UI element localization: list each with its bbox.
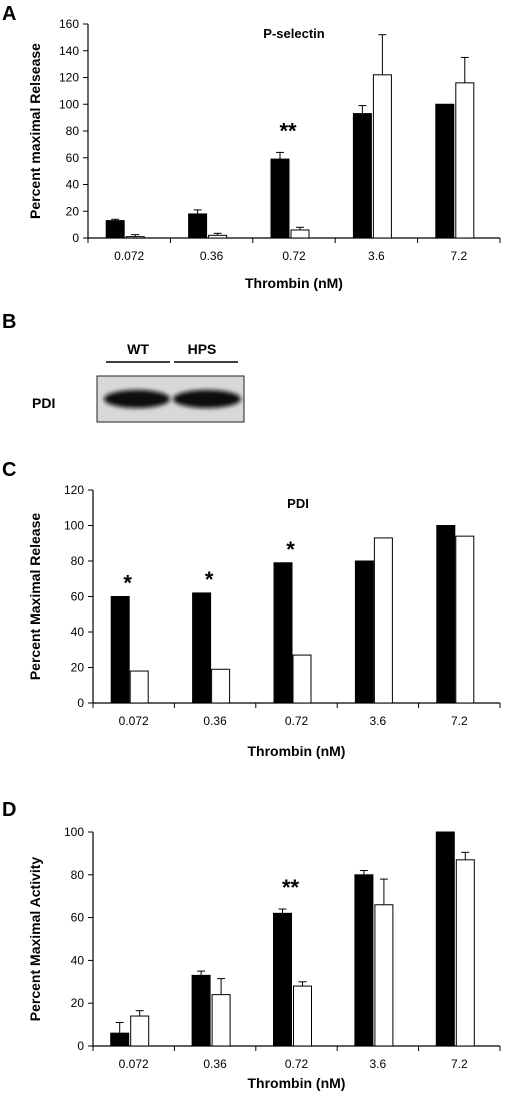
bar-white-3.6: [373, 537, 393, 704]
y-tick-label: 60: [66, 151, 80, 165]
significance-marker: *: [123, 571, 132, 596]
bar-black-0.36: [188, 213, 208, 239]
x-axis-title: Thrombin (nM): [248, 743, 346, 759]
blot-lane-label-wt: WT: [127, 341, 149, 357]
chart-annotation: P-selectin: [263, 26, 324, 41]
y-axis-title: Percent Maximal Release: [27, 513, 43, 681]
y-tick-label: 60: [71, 911, 85, 925]
bar-white-7.2: [455, 859, 475, 1047]
bar-black-0.72: [273, 562, 293, 704]
significance-marker: *: [205, 567, 214, 592]
chart-panel-c: 0 20 40 60 80 100 120 0.072 0.36 0.72 3.6 7.2 * * * PDI…: [27, 483, 501, 759]
significance-marker: **: [279, 118, 297, 143]
chart-panel-a: 0 20 40 60 80 100 120 140 160 0.072 0.36 0.72 3.6 7.2…: [27, 17, 501, 291]
y-axis-title: Percent maximal Relsease: [27, 43, 43, 219]
y-tick-label: 120: [59, 71, 79, 85]
significance-marker: *: [286, 537, 295, 562]
bar-black-0.72: [273, 912, 292, 1047]
y-tick-label: 0: [77, 1039, 84, 1053]
x-tick-label: 0.36: [203, 1057, 227, 1071]
western-blot-panel: WT HPS PDI: [32, 341, 245, 423]
y-tick-label: 40: [66, 178, 80, 192]
chart-annotation: PDI: [287, 496, 309, 511]
bar-black-7.2: [435, 831, 455, 1047]
y-tick-label: 100: [59, 97, 79, 111]
x-tick-label: 3.6: [370, 1057, 387, 1071]
y-tick-label: 60: [71, 590, 85, 604]
y-tick-label: 80: [71, 868, 85, 882]
bar-white-0.36: [211, 668, 231, 704]
bar-white-0.72: [290, 229, 310, 239]
x-tick-label: 7.2: [451, 1057, 468, 1071]
bar-black-0.72: [270, 158, 290, 239]
x-tick-label: 3.6: [370, 714, 387, 728]
panel-a-letter: A: [2, 3, 16, 25]
y-tick-label: 20: [71, 661, 85, 675]
bar-white-0.072: [130, 1015, 150, 1047]
bar-charts: 0 20 40 60 80 100 120 140 160 0.072 0.36 0.72 3.6 7.2…: [27, 17, 501, 1091]
bar-white-7.2: [455, 535, 475, 704]
x-tick-label: 0.072: [114, 249, 144, 263]
bar-white-0.36: [208, 234, 228, 239]
blot-protein-label: PDI: [32, 395, 55, 411]
x-tick-label: 0.072: [119, 1057, 149, 1071]
y-tick-label: 20: [71, 996, 85, 1010]
bar-white-0.36: [211, 994, 231, 1047]
chart-panel-d: 0 20 40 60 80 100 0.072 0.36 0.72 3.6 7.2 ** Thrombi…: [27, 825, 501, 1091]
bar-white-7.2: [455, 82, 475, 239]
panel-c-letter: C: [2, 459, 16, 481]
y-tick-label: 40: [71, 953, 85, 967]
x-tick-label: 0.36: [203, 714, 227, 728]
bar-black-0.072: [105, 220, 125, 239]
y-tick-label: 120: [64, 483, 84, 497]
x-tick-label: 0.72: [282, 249, 306, 263]
y-tick-label: 40: [71, 625, 85, 639]
bar-black-3.6: [354, 874, 374, 1047]
significance-marker: **: [282, 875, 300, 900]
x-tick-label: 0.72: [285, 1057, 309, 1071]
y-tick-label: 20: [66, 204, 80, 218]
y-tick-label: 100: [64, 519, 84, 533]
blot-lane-label-hps: HPS: [188, 341, 217, 357]
bar-white-0.072: [125, 236, 145, 239]
x-tick-label: 0.72: [285, 714, 309, 728]
bar-black-7.2: [435, 103, 455, 239]
blot-band-hps: [173, 390, 241, 408]
bar-black-0.36: [191, 974, 211, 1047]
bar-white-0.72: [293, 985, 312, 1047]
y-tick-label: 160: [59, 17, 79, 31]
bar-white-3.6: [372, 74, 392, 239]
bar-white-0.72: [292, 654, 312, 704]
x-tick-label: 7.2: [451, 714, 468, 728]
y-tick-label: 80: [71, 554, 85, 568]
panel-d-letter: D: [2, 799, 16, 821]
bar-white-0.072: [129, 670, 149, 704]
x-tick-label: 7.2: [450, 249, 467, 263]
bar-black-0.072: [110, 1032, 130, 1047]
blot-band-wt: [104, 390, 170, 408]
bar-black-7.2: [436, 525, 456, 704]
y-tick-label: 140: [59, 44, 79, 58]
y-tick-label: 100: [64, 825, 84, 839]
y-tick-label: 80: [66, 124, 80, 138]
bar-black-3.6: [354, 560, 374, 704]
y-axis-title: Percent Maximal Activity: [27, 857, 43, 1022]
x-axis-title: Thrombin (nM): [245, 275, 343, 291]
bar-white-3.6: [374, 904, 394, 1047]
bar-black-0.072: [110, 596, 130, 704]
x-tick-label: 0.072: [119, 714, 149, 728]
panel-b-letter: B: [2, 311, 16, 333]
bar-black-3.6: [352, 113, 372, 239]
bar-black-0.36: [192, 592, 212, 704]
y-tick-label: 0: [77, 696, 84, 710]
x-tick-label: 0.36: [200, 249, 224, 263]
x-axis-title: Thrombin (nM): [248, 1075, 346, 1091]
y-tick-label: 0: [72, 231, 79, 245]
x-tick-label: 3.6: [368, 249, 385, 263]
